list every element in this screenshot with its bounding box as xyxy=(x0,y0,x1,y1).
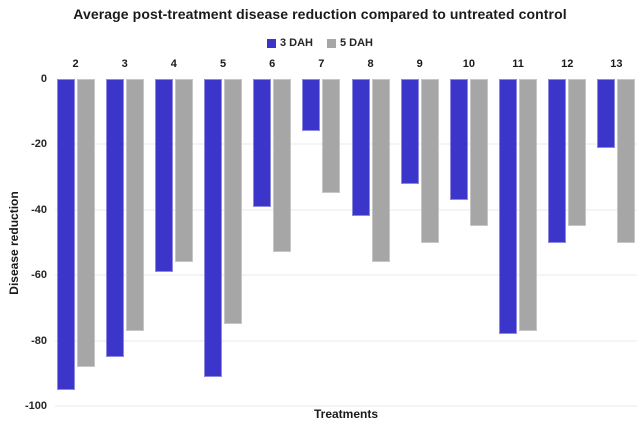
plot-area xyxy=(55,79,637,407)
category-label: 7 xyxy=(318,58,325,70)
bar-5-dah-9 xyxy=(420,79,439,243)
bar-3-dah-2 xyxy=(56,79,75,390)
legend-label: 5 DAH xyxy=(340,37,374,49)
y-tick-label: -80 xyxy=(31,334,47,347)
gridline xyxy=(55,209,637,211)
bars-row xyxy=(55,79,637,406)
category-label: 2 xyxy=(72,58,79,70)
bar-5-dah-11 xyxy=(519,79,538,331)
category-label: 13 xyxy=(610,58,623,70)
category-label: 5 xyxy=(219,58,227,70)
bar-3-dah-12 xyxy=(548,79,567,243)
legend-swatch-3-dah xyxy=(266,38,276,48)
bar-group-9 xyxy=(399,79,440,406)
y-tick-label: -100 xyxy=(24,400,47,412)
y-tick-label: 0 xyxy=(40,73,47,85)
gridline xyxy=(55,143,637,145)
bar-3-dah-9 xyxy=(400,79,419,184)
bar-5-dah-3 xyxy=(125,79,144,331)
gridline xyxy=(55,405,637,407)
legend-label: 3 DAH xyxy=(279,37,313,49)
bar-group-4 xyxy=(153,79,194,406)
category-label: 10 xyxy=(462,58,475,70)
bar-3-dah-7 xyxy=(302,79,321,132)
legend-swatch-5-dah xyxy=(327,38,336,48)
bar-group-12 xyxy=(547,79,588,406)
category-label: 12 xyxy=(561,58,574,70)
bar-group-8 xyxy=(350,79,391,406)
bar-5-dah-10 xyxy=(469,79,488,227)
gridline xyxy=(55,340,637,342)
x-axis-title: Treatments xyxy=(313,407,379,421)
bar-group-10 xyxy=(448,79,489,406)
legend-item: 5 DAH xyxy=(327,37,373,49)
category-label: 6 xyxy=(269,58,276,70)
bar-group-3 xyxy=(104,79,145,406)
bar-5-dah-13 xyxy=(617,79,636,243)
category-label: 8 xyxy=(367,58,374,70)
bar-group-6 xyxy=(252,79,293,406)
legend: 3 DAH 5 DAH xyxy=(0,36,640,50)
category-label: 11 xyxy=(512,58,524,70)
bar-group-11 xyxy=(498,79,539,406)
bar-group-13 xyxy=(596,79,637,406)
bar-group-7 xyxy=(301,79,342,406)
bar-5-dah-6 xyxy=(273,79,292,253)
bar-5-dah-4 xyxy=(174,79,193,263)
bar-3-dah-10 xyxy=(449,79,468,200)
y-tick-labels: 0 -20 -40 -60 -80 -100 xyxy=(0,73,47,412)
bar-5-dah-7 xyxy=(322,79,341,194)
category-label: 9 xyxy=(416,58,423,70)
bar-5-dah-2 xyxy=(76,79,95,367)
category-label: 4 xyxy=(170,58,177,70)
bar-5-dah-5 xyxy=(224,79,243,325)
y-tick-label: -20 xyxy=(31,138,47,151)
bar-3-dah-4 xyxy=(154,79,173,272)
category-label: 3 xyxy=(121,58,128,70)
bar-3-dah-6 xyxy=(253,79,272,207)
bar-group-2 xyxy=(55,79,96,406)
bar-3-dah-5 xyxy=(204,79,223,377)
bar-3-dah-11 xyxy=(499,79,518,335)
bar-3-dah-3 xyxy=(105,79,124,357)
bar-5-dah-12 xyxy=(568,79,587,227)
gridline xyxy=(55,274,637,276)
category-labels: 2 3 4 5 6 7 8 9 10 11 12 13 xyxy=(55,58,637,74)
bar-group-5 xyxy=(203,79,244,406)
bar-3-dah-13 xyxy=(597,79,616,148)
bar-3-dah-8 xyxy=(351,79,370,217)
chart-title: Average post-treatment disease reduction… xyxy=(73,6,567,22)
bar-5-dah-8 xyxy=(371,79,390,263)
y-tick-label: -40 xyxy=(31,203,47,216)
y-tick-label: -60 xyxy=(31,269,47,282)
legend-item: 3 DAH xyxy=(266,37,313,49)
